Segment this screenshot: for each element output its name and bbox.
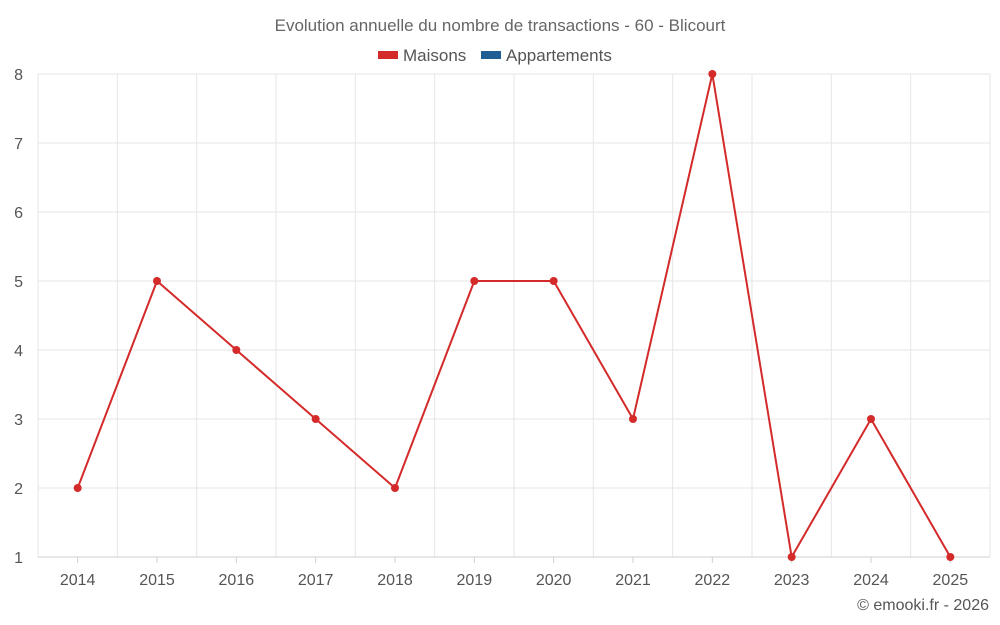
y-tick-label-4: 4: [14, 343, 23, 360]
legend-item-maisons[interactable]: Maisons: [378, 46, 466, 65]
x-tick-label-2018: 2018: [377, 572, 413, 589]
data-point-maisons-2024[interactable]: [867, 415, 875, 423]
legend-item-appartements[interactable]: Appartements: [481, 46, 612, 65]
footer-credit: © emooki.fr - 2026: [857, 597, 989, 614]
data-point-maisons-2014[interactable]: [73, 484, 82, 492]
x-tick-label-2022: 2022: [695, 572, 731, 589]
data-point-maisons-2016[interactable]: [232, 346, 241, 354]
data-point-maisons-2025[interactable]: [946, 553, 955, 561]
y-tick-label-5: 5: [14, 274, 23, 291]
legend-swatch-maisons: [378, 51, 398, 59]
legend-swatch-appartements: [481, 51, 501, 59]
x-tick-label-2015: 2015: [139, 572, 175, 589]
y-tick-label-7: 7: [14, 136, 23, 153]
x-axis: 2014 2015 2016 2017 2018 2019 2020 2021 2022 2023…: [38, 556, 990, 589]
data-point-maisons-2019[interactable]: [470, 277, 479, 285]
x-tick-label-2016: 2016: [219, 572, 255, 589]
legend: Maisons Appartements: [378, 46, 612, 65]
legend-label-appartements: Appartements: [506, 46, 612, 65]
x-tick-label-2025: 2025: [933, 572, 969, 589]
series-maisons: [73, 70, 955, 561]
data-point-maisons-2021[interactable]: [629, 415, 637, 423]
x-tick-label-2019: 2019: [457, 572, 493, 589]
x-tick-label-2024: 2024: [853, 572, 889, 589]
data-point-maisons-2017[interactable]: [311, 415, 320, 423]
x-tick-label-2023: 2023: [774, 572, 810, 589]
data-point-maisons-2022[interactable]: [708, 70, 717, 78]
y-tick-label-1: 1: [14, 550, 23, 567]
y-axis: 1 2 3 4 5 6 7 8: [14, 67, 23, 567]
chart-title: Evolution annuelle du nombre de transact…: [275, 16, 726, 35]
y-tick-label-8: 8: [14, 67, 23, 84]
y-tick-label-2: 2: [14, 481, 23, 498]
y-tick-label-6: 6: [14, 205, 23, 222]
series-line-maisons: [76, 73, 952, 558]
legend-label-maisons: Maisons: [403, 46, 466, 65]
data-point-maisons-2015[interactable]: [153, 277, 161, 285]
x-tick-label-2014: 2014: [60, 572, 96, 589]
data-point-maisons-2018[interactable]: [391, 484, 399, 492]
x-tick-label-2017: 2017: [298, 572, 334, 589]
x-tick-label-2021: 2021: [615, 572, 651, 589]
x-tick-label-2020: 2020: [536, 572, 572, 589]
grid: [37, 73, 991, 557]
y-tick-label-3: 3: [14, 412, 23, 429]
data-point-maisons-2023[interactable]: [787, 553, 796, 561]
data-point-maisons-2020[interactable]: [549, 277, 558, 285]
